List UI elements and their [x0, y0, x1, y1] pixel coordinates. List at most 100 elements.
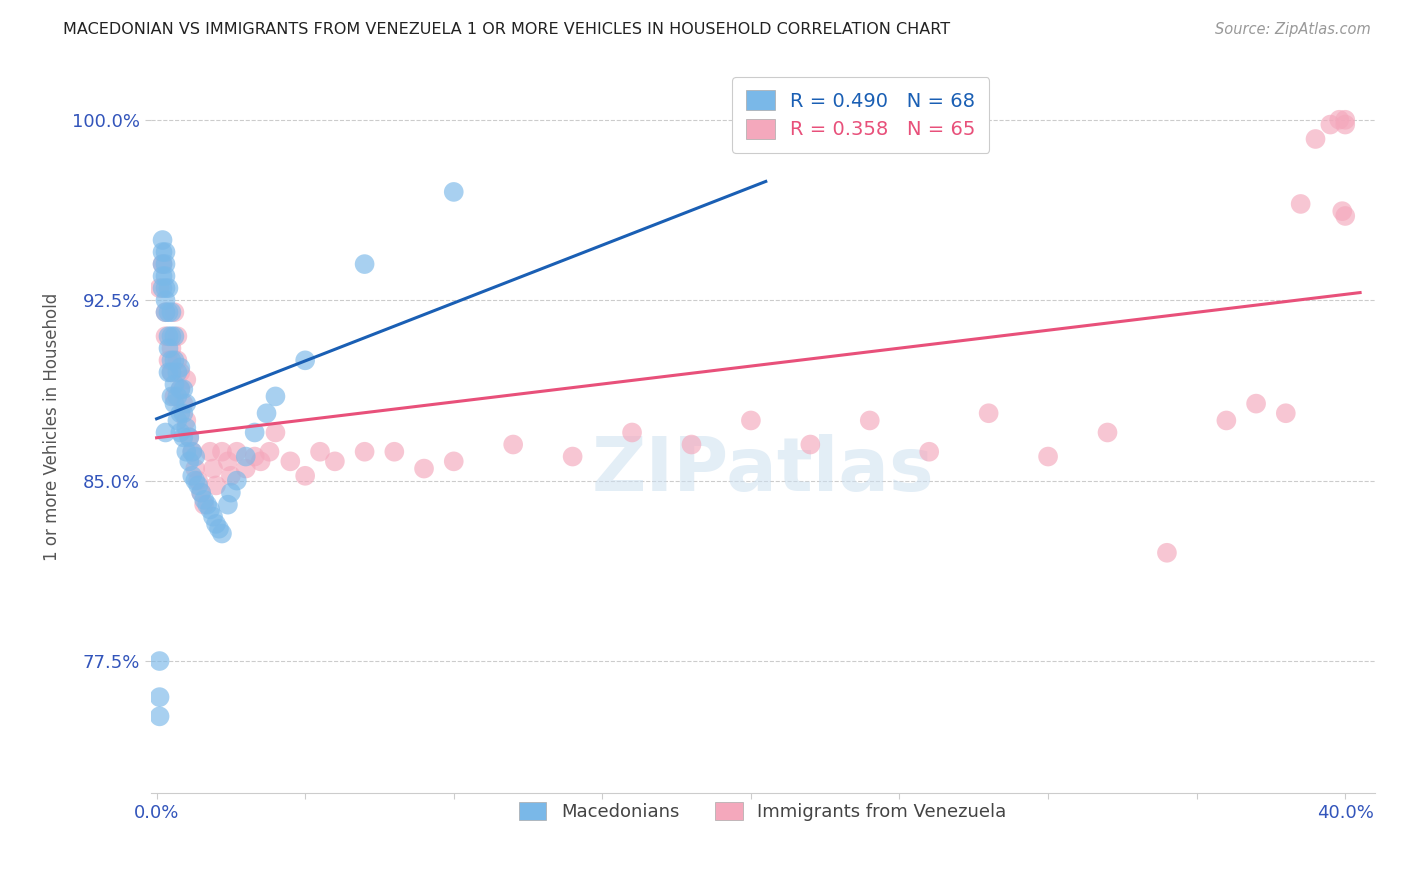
Point — [193, 492, 215, 507]
Point — [176, 396, 198, 410]
Point — [148, 709, 170, 723]
Point — [353, 257, 375, 271]
Point — [1036, 450, 1059, 464]
Point — [152, 257, 174, 271]
Point — [163, 329, 186, 343]
Point — [190, 485, 212, 500]
Point — [1334, 209, 1357, 223]
Point — [152, 257, 174, 271]
Point — [166, 353, 188, 368]
Point — [157, 353, 180, 368]
Point — [166, 413, 188, 427]
Point — [160, 353, 183, 368]
Point — [181, 468, 204, 483]
Point — [155, 305, 177, 319]
Point — [157, 281, 180, 295]
Text: ZIPatlas: ZIPatlas — [592, 434, 934, 507]
Point — [184, 461, 207, 475]
Point — [202, 461, 225, 475]
Point — [259, 444, 281, 458]
Point — [264, 389, 287, 403]
Point — [152, 269, 174, 284]
Point — [166, 365, 188, 379]
Point — [1305, 132, 1327, 146]
Point — [219, 468, 242, 483]
Point — [179, 430, 201, 444]
Legend: Macedonians, Immigrants from Venezuela: Macedonians, Immigrants from Venezuela — [505, 788, 1021, 836]
Point — [294, 468, 316, 483]
Point — [1334, 112, 1357, 127]
Point — [155, 305, 177, 319]
Point — [163, 377, 186, 392]
Point — [1319, 118, 1341, 132]
Point — [235, 450, 257, 464]
Point — [256, 406, 278, 420]
Point — [157, 305, 180, 319]
Point — [190, 485, 212, 500]
Point — [176, 420, 198, 434]
Point — [181, 444, 204, 458]
Point — [187, 478, 209, 492]
Point — [155, 281, 177, 295]
Point — [163, 396, 186, 410]
Point — [148, 654, 170, 668]
Point — [160, 365, 183, 379]
Point — [309, 444, 332, 458]
Text: Source: ZipAtlas.com: Source: ZipAtlas.com — [1215, 22, 1371, 37]
Point — [1331, 204, 1354, 219]
Point — [193, 498, 215, 512]
Point — [621, 425, 644, 440]
Point — [740, 112, 762, 127]
Point — [179, 430, 201, 444]
Point — [217, 498, 239, 512]
Point — [155, 293, 177, 308]
Point — [740, 413, 762, 427]
Point — [152, 245, 174, 260]
Point — [169, 382, 191, 396]
Point — [166, 389, 188, 403]
Point — [169, 425, 191, 440]
Point — [353, 444, 375, 458]
Point — [1156, 546, 1178, 560]
Point — [172, 396, 194, 410]
Point — [157, 341, 180, 355]
Point — [235, 461, 257, 475]
Point — [859, 413, 882, 427]
Point — [1244, 396, 1267, 410]
Point — [169, 382, 191, 396]
Point — [184, 450, 207, 464]
Point — [160, 365, 183, 379]
Point — [179, 454, 201, 468]
Point — [169, 406, 191, 420]
Point — [172, 382, 194, 396]
Point — [160, 389, 183, 403]
Point — [443, 185, 465, 199]
Point — [413, 461, 436, 475]
Point — [155, 257, 177, 271]
Point — [166, 329, 188, 343]
Point — [169, 360, 191, 375]
Point — [1329, 112, 1351, 127]
Point — [502, 437, 524, 451]
Point — [323, 454, 346, 468]
Point — [169, 365, 191, 379]
Point — [243, 425, 266, 440]
Y-axis label: 1 or more Vehicles in Household: 1 or more Vehicles in Household — [44, 293, 60, 560]
Point — [225, 444, 247, 458]
Point — [152, 233, 174, 247]
Point — [155, 245, 177, 260]
Point — [681, 437, 703, 451]
Point — [163, 389, 186, 403]
Point — [198, 444, 221, 458]
Point — [1097, 425, 1119, 440]
Point — [163, 305, 186, 319]
Point — [148, 281, 170, 295]
Point — [187, 474, 209, 488]
Point — [155, 329, 177, 343]
Point — [278, 454, 301, 468]
Point — [211, 444, 233, 458]
Point — [443, 454, 465, 468]
Point — [294, 353, 316, 368]
Point — [205, 516, 228, 531]
Point — [1275, 406, 1298, 420]
